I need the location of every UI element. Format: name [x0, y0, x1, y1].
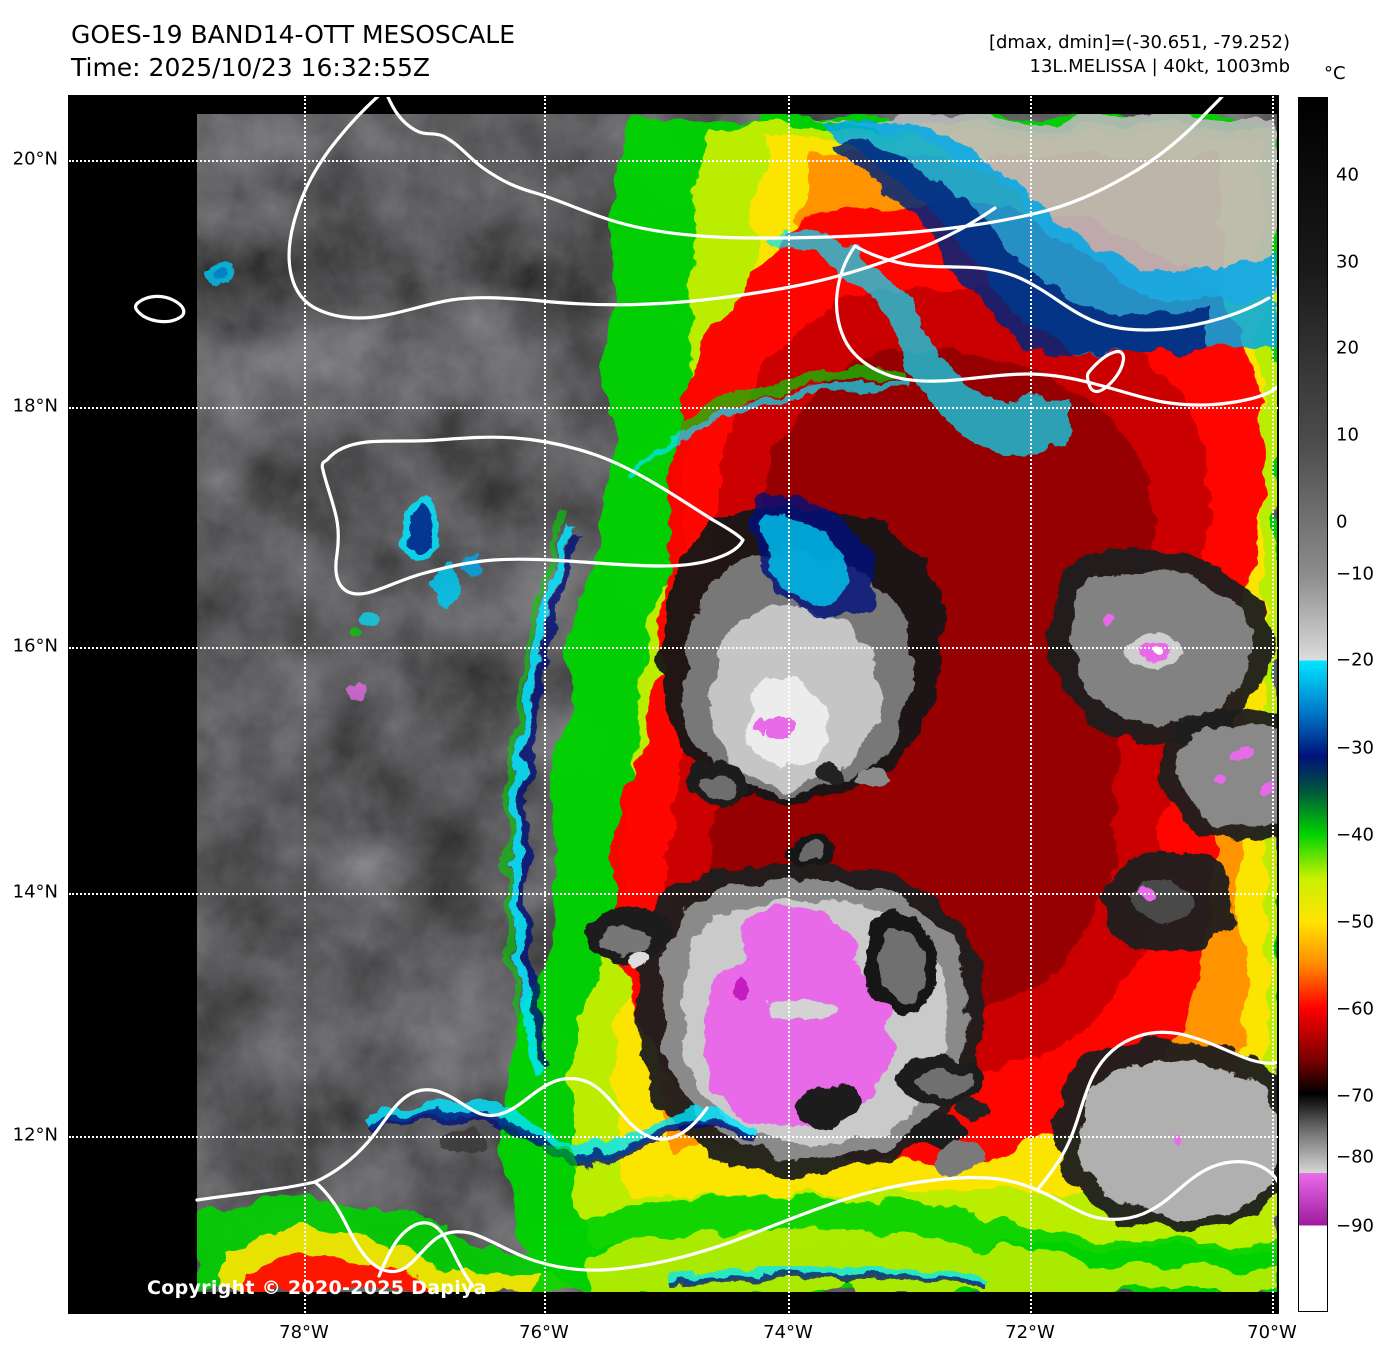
gridline-lat-12 — [69, 1136, 1278, 1138]
colorbar-tick-m20: −20 — [1336, 649, 1374, 671]
colorbar-tick-0: 0 — [1336, 511, 1348, 533]
lon-tick-78w: 78°W — [279, 1322, 329, 1343]
colorbar-tick-m40: −40 — [1336, 824, 1374, 846]
colorbar-tick-m60: −60 — [1336, 998, 1374, 1020]
colorbar-tick-m10: −10 — [1336, 563, 1374, 585]
colorbar-tick-m30: −30 — [1336, 737, 1374, 759]
lat-tick-20n: 20°N — [12, 148, 58, 170]
lat-tick-16n: 16°N — [12, 635, 58, 657]
gridline-lat-16 — [69, 647, 1278, 649]
page-title: GOES-19 BAND14-OTT MESOSCALE — [71, 20, 516, 49]
gridline-lon-78 — [304, 96, 306, 1313]
satellite-image — [69, 96, 1278, 1313]
coastline-overlay — [133, 96, 1278, 1288]
header-title-block: GOES-19 BAND14-OTT MESOSCALE Time: 2025/… — [71, 18, 515, 84]
header-meta-block: [dmax, dmin]=(-30.651, -79.252) 13L.MELI… — [989, 31, 1290, 79]
colorbar-tick-10: 10 — [1336, 424, 1359, 446]
gridline-lat-18 — [69, 407, 1278, 409]
timestamp-label: Time: 2025/10/23 16:32:55Z — [71, 53, 430, 82]
lon-tick-74w: 74°W — [763, 1322, 813, 1343]
gridline-lon-72 — [1030, 96, 1032, 1313]
colorbar-tick-m70: −70 — [1336, 1085, 1374, 1107]
colorbar-tick-30: 30 — [1336, 251, 1359, 273]
colorbar-tick-40: 40 — [1336, 164, 1359, 186]
copyright-label: Copyright © 2020-2025 Dapiya — [147, 1277, 487, 1299]
colorbar-tick-20: 20 — [1336, 337, 1359, 359]
lat-tick-12n: 12°N — [12, 1124, 58, 1146]
gridline-lon-76 — [544, 96, 546, 1313]
lat-tick-14n: 14°N — [12, 881, 58, 903]
colorbar — [1298, 97, 1328, 1312]
lon-tick-76w: 76°W — [519, 1322, 569, 1343]
gridline-lat-14 — [69, 893, 1278, 895]
colorbar-tick-m50: −50 — [1336, 911, 1374, 933]
dmax-dmin-label: [dmax, dmin]=(-30.651, -79.252) — [988, 32, 1290, 53]
colorbar-tick-m90: −90 — [1336, 1215, 1374, 1237]
gridline-lat-20 — [69, 160, 1278, 162]
satellite-map[interactable]: Copyright © 2020-2025 Dapiya — [68, 95, 1279, 1314]
storm-info-label: 13L.MELISSA | 40kt, 1003mb — [1029, 56, 1291, 77]
lon-tick-70w: 70°W — [1247, 1322, 1297, 1343]
lat-tick-18n: 18°N — [12, 395, 58, 417]
colorbar-tick-m80: −80 — [1336, 1146, 1374, 1168]
gridline-lon-70 — [1272, 96, 1274, 1313]
colorbar-gradient — [1299, 98, 1327, 1311]
gridline-lon-74 — [788, 96, 790, 1313]
lon-tick-72w: 72°W — [1005, 1322, 1055, 1343]
colorbar-unit-label: °C — [1324, 63, 1346, 84]
